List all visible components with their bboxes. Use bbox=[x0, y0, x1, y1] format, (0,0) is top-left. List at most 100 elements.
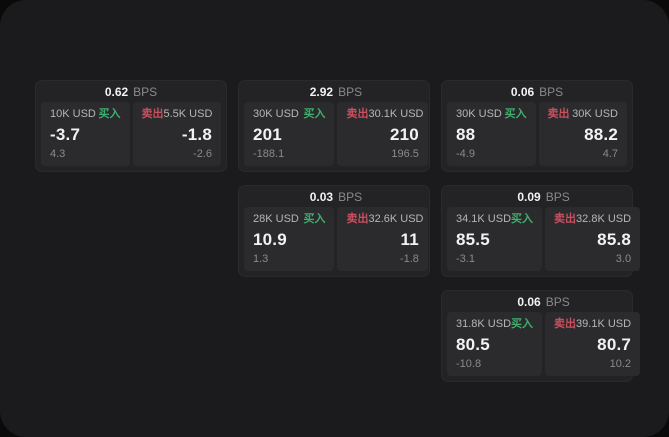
buy-price: 80.5 bbox=[456, 335, 490, 354]
sell-top-row: 卖出 30K USD bbox=[548, 109, 619, 120]
buy-sub-value: -10.8 bbox=[456, 358, 482, 370]
buy-pane[interactable]: 28K USD 买入 10.9 1.3 bbox=[244, 207, 335, 271]
sell-sub-value: -2.6 bbox=[193, 148, 212, 160]
buy-pane[interactable]: 30K USD 买入 201 -188.1 bbox=[244, 102, 335, 166]
spread-header: 0.62 BPS bbox=[41, 81, 221, 102]
buy-label: 买入 bbox=[303, 213, 326, 225]
sell-pane[interactable]: 卖出 39.1K USD 80.7 10.2 bbox=[545, 312, 641, 376]
spread-header: 2.92 BPS bbox=[244, 81, 428, 102]
buy-size: 30K USD bbox=[456, 108, 502, 120]
spread-header: 0.09 BPS bbox=[447, 186, 640, 207]
sell-top-row: 卖出 32.8K USD bbox=[554, 214, 631, 225]
buy-sub-value: -4.9 bbox=[456, 148, 475, 160]
buy-price: 85.5 bbox=[456, 230, 490, 249]
buy-size: 34.1K USD bbox=[456, 213, 512, 225]
sell-price: 85.8 bbox=[597, 230, 632, 249]
sell-price: 210 bbox=[389, 125, 419, 144]
buy-label: 买入 bbox=[511, 318, 534, 330]
sell-size: 5.5K USD bbox=[163, 108, 213, 120]
sell-top-row: 卖出 39.1K USD bbox=[554, 319, 631, 330]
sell-label: 卖出 bbox=[141, 108, 164, 120]
sell-label: 卖出 bbox=[346, 213, 369, 225]
buy-price: 88 bbox=[456, 125, 476, 144]
spread-value: 0.03 bbox=[309, 189, 334, 204]
buy-sub-value: 1.3 bbox=[253, 253, 269, 265]
buy-sub-value: 4.3 bbox=[50, 148, 66, 160]
buy-label: 买入 bbox=[98, 108, 121, 120]
sell-pane[interactable]: 卖出 32.6K USD 11 -1.8 bbox=[337, 207, 428, 271]
buy-top-row: 31.8K USD 买入 bbox=[456, 319, 533, 330]
buy-pane[interactable]: 10K USD 买入 -3.7 4.3 bbox=[41, 102, 130, 166]
spread-unit: BPS bbox=[545, 294, 570, 309]
sell-price: 11 bbox=[400, 230, 419, 249]
buy-price: -3.7 bbox=[50, 125, 81, 144]
sell-price: 88.2 bbox=[584, 125, 618, 144]
spread-unit: BPS bbox=[539, 84, 564, 99]
buy-sub-value: -3.1 bbox=[456, 253, 475, 265]
sell-pane[interactable]: 卖出 30.1K USD 210 196.5 bbox=[337, 102, 428, 166]
buy-pane[interactable]: 30K USD 买入 88 -4.9 bbox=[447, 102, 536, 166]
buy-pane[interactable]: 31.8K USD 买入 80.5 -10.8 bbox=[447, 312, 543, 376]
quote-panes: 30K USD 买入 201 -188.1 卖出 30.1K USD 210 1… bbox=[244, 102, 428, 166]
quote-panes: 10K USD 买入 -3.7 4.3 卖出 5.5K USD -1.8 -2.… bbox=[41, 102, 221, 166]
quote-card-6: 0.06 BPS 31.8K USD 买入 80.5 -10.8 卖出 39.1… bbox=[441, 290, 641, 382]
quote-card-3: 0.06 BPS 30K USD 买入 88 -4.9 卖出 30K USD 8… bbox=[441, 80, 633, 172]
buy-size: 28K USD bbox=[253, 213, 299, 225]
buy-size: 10K USD bbox=[50, 108, 96, 120]
spread-unit: BPS bbox=[338, 84, 363, 99]
quote-grid: 0.62 BPS 10K USD 买入 -3.7 4.3 卖出 5.5K USD… bbox=[35, 80, 641, 382]
sell-size: 39.1K USD bbox=[576, 318, 632, 330]
spread-value: 0.06 bbox=[510, 84, 535, 99]
sell-sub-value: 4.7 bbox=[602, 148, 618, 160]
buy-label: 买入 bbox=[303, 108, 326, 120]
spread-value: 2.92 bbox=[309, 84, 334, 99]
sell-sub-value: 10.2 bbox=[609, 358, 632, 370]
quote-panes: 31.8K USD 买入 80.5 -10.8 卖出 39.1K USD 80.… bbox=[447, 312, 641, 376]
buy-label: 买入 bbox=[504, 108, 527, 120]
sell-pane[interactable]: 卖出 32.8K USD 85.8 3.0 bbox=[545, 207, 641, 271]
sell-label: 卖出 bbox=[346, 108, 369, 120]
spread-value: 0.09 bbox=[517, 189, 541, 204]
sell-sub-value: 3.0 bbox=[615, 253, 632, 265]
sell-top-row: 卖出 32.6K USD bbox=[346, 213, 423, 225]
quote-panes: 28K USD 买入 10.9 1.3 卖出 32.6K USD 11 -1.8 bbox=[244, 207, 428, 271]
buy-price: 10.9 bbox=[253, 230, 287, 249]
buy-size: 30K USD bbox=[253, 108, 299, 120]
quote-card-5: 0.09 BPS 34.1K USD 买入 85.5 -3.1 卖出 32.8K… bbox=[441, 185, 641, 277]
buy-top-row: 10K USD 买入 bbox=[50, 109, 121, 120]
buy-size: 31.8K USD bbox=[456, 318, 512, 330]
spread-unit: BPS bbox=[133, 84, 158, 99]
sell-top-row: 卖出 5.5K USD bbox=[142, 109, 213, 120]
buy-top-row: 28K USD 买入 bbox=[253, 214, 325, 225]
quote-panes: 34.1K USD 买入 85.5 -3.1 卖出 32.8K USD 85.8… bbox=[447, 207, 641, 271]
sell-label: 卖出 bbox=[547, 108, 570, 120]
quote-panes: 30K USD 买入 88 -4.9 卖出 30K USD 88.2 4.7 bbox=[447, 102, 627, 166]
spread-unit: BPS bbox=[338, 189, 363, 204]
spread-unit: BPS bbox=[545, 189, 570, 204]
buy-price: 201 bbox=[253, 125, 282, 144]
quote-card-1: 0.62 BPS 10K USD 买入 -3.7 4.3 卖出 5.5K USD… bbox=[35, 80, 227, 172]
spread-header: 0.06 BPS bbox=[447, 291, 640, 312]
buy-top-row: 34.1K USD 买入 bbox=[456, 214, 533, 225]
spread-value: 0.06 bbox=[517, 294, 541, 309]
sell-size: 32.6K USD bbox=[368, 213, 424, 225]
spread-header: 0.03 BPS bbox=[244, 186, 428, 207]
sell-size: 32.8K USD bbox=[576, 213, 632, 225]
sell-size: 30.1K USD bbox=[368, 108, 424, 120]
buy-top-row: 30K USD 买入 bbox=[456, 109, 527, 120]
sell-label: 卖出 bbox=[554, 213, 577, 225]
buy-top-row: 30K USD 买入 bbox=[253, 109, 325, 120]
sell-sub-value: 196.5 bbox=[391, 148, 419, 160]
sell-sub-value: -1.8 bbox=[399, 253, 419, 265]
sell-top-row: 卖出 30.1K USD bbox=[346, 108, 423, 120]
sell-pane[interactable]: 卖出 5.5K USD -1.8 -2.6 bbox=[132, 102, 221, 166]
buy-pane[interactable]: 34.1K USD 买入 85.5 -3.1 bbox=[447, 207, 543, 271]
sell-price: -1.8 bbox=[181, 125, 212, 144]
spread-value: 0.62 bbox=[104, 84, 129, 99]
quote-card-2: 2.92 BPS 30K USD 买入 201 -188.1 卖出 30.1K … bbox=[238, 80, 430, 172]
sell-pane[interactable]: 卖出 30K USD 88.2 4.7 bbox=[538, 102, 627, 166]
buy-label: 买入 bbox=[511, 213, 534, 225]
buy-sub-value: -188.1 bbox=[253, 148, 285, 160]
quote-card-4: 0.03 BPS 28K USD 买入 10.9 1.3 卖出 32.6K US… bbox=[238, 185, 430, 277]
